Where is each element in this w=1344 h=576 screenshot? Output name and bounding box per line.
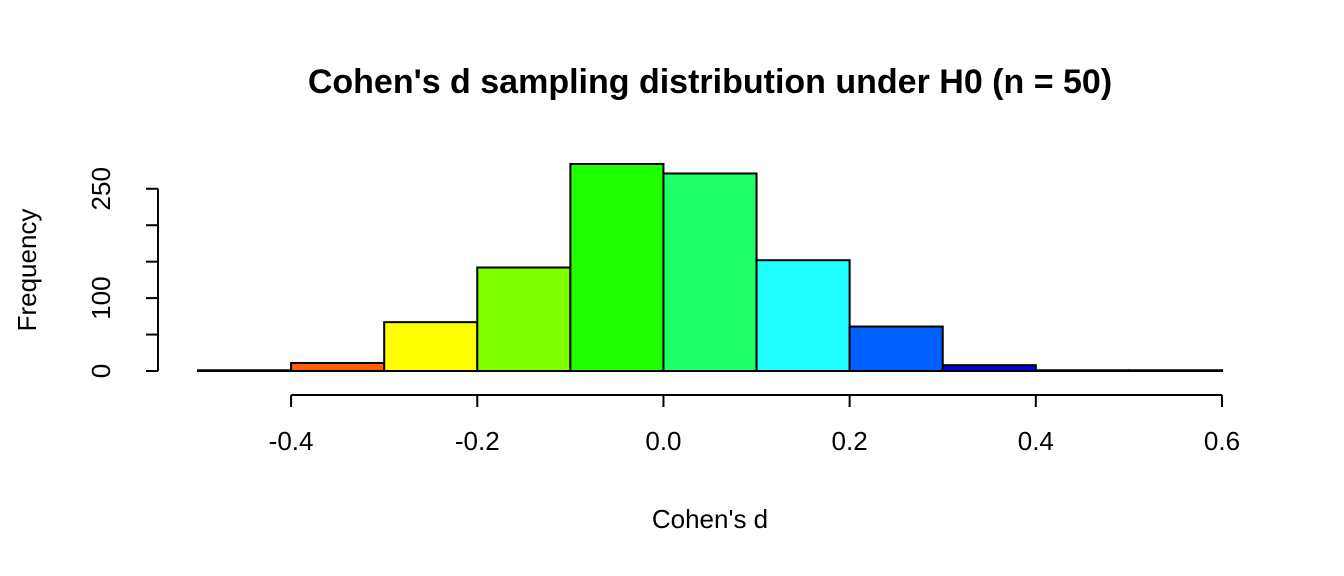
y-tick-label: 100 <box>86 276 116 319</box>
y-axis: 0 100 250 <box>86 167 159 378</box>
y-tick-label: 250 <box>86 167 116 210</box>
histogram-bar-4 <box>569 162 665 372</box>
histogram-bar-5 <box>662 172 758 372</box>
x-tick-label: 0.4 <box>1018 426 1054 456</box>
histogram-bar-10 <box>1127 369 1223 372</box>
x-tick-label: 0.0 <box>645 426 681 456</box>
histogram-bar-2 <box>383 321 479 372</box>
x-axis-label: Cohen's d <box>652 504 768 534</box>
x-axis: -0.4 -0.2 0.0 0.2 0.4 0.6 <box>269 394 1240 456</box>
histogram-bar-3 <box>476 266 572 372</box>
histogram-bar-0 <box>197 369 293 372</box>
histogram-bar-7 <box>848 325 944 373</box>
y-axis-label: Frequency <box>12 209 42 332</box>
x-tick-label: 0.6 <box>1204 426 1240 456</box>
histogram-bar-8 <box>941 364 1037 372</box>
histogram-bar-9 <box>1034 369 1130 372</box>
bars-group <box>197 162 1223 373</box>
x-tick-label: -0.4 <box>269 426 314 456</box>
y-tick-label: 0 <box>86 364 116 378</box>
histogram-bar-1 <box>290 361 386 372</box>
chart-title: Cohen's d sampling distribution under H0… <box>308 63 1112 101</box>
histogram-bar-6 <box>755 259 851 373</box>
x-tick-label: 0.2 <box>832 426 868 456</box>
x-tick-label: -0.2 <box>455 426 500 456</box>
